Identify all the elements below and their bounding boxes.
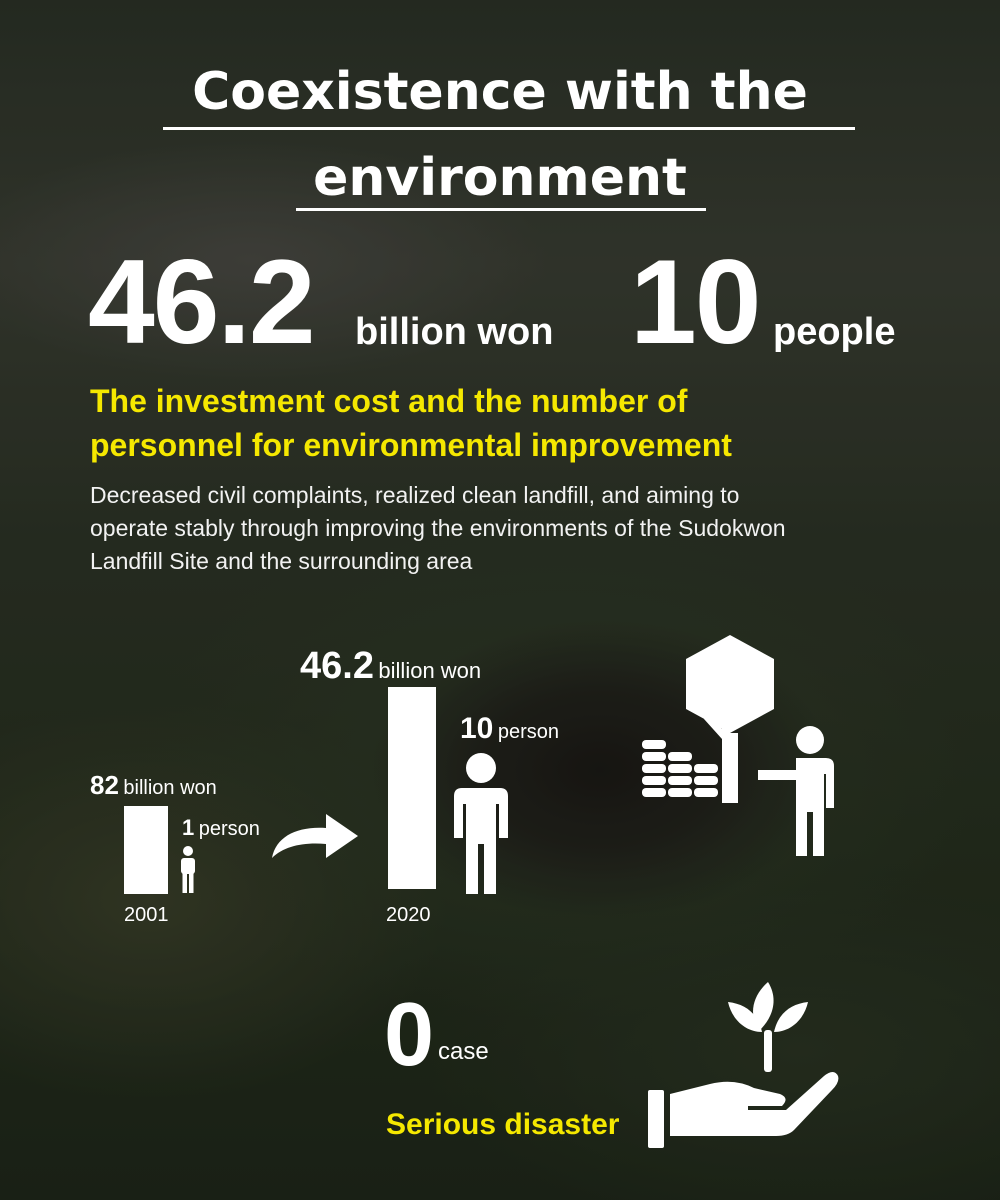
- year-2001: 2001: [124, 904, 169, 926]
- personnel-unit: people: [773, 311, 896, 353]
- amount-2001-label: 82 billion won: [90, 770, 217, 801]
- disaster-count-unit: case: [438, 1038, 489, 1065]
- description-line1: Decreased civil complaints, realized cle…: [90, 482, 740, 508]
- year-2020: 2020: [386, 904, 431, 926]
- bar-2001: [124, 806, 168, 894]
- disaster-label: Serious disaster: [386, 1108, 620, 1141]
- person-pointing-icon: [758, 726, 834, 856]
- page-title-line2: environment: [313, 148, 687, 208]
- coins-icon: [642, 740, 718, 797]
- amount-2020-value: 46.2: [300, 645, 374, 687]
- subtitle-line1: The investment cost and the number of: [90, 383, 688, 419]
- hand-sprout-icon: [648, 982, 839, 1148]
- persons-2020-label: 10 person: [460, 712, 559, 746]
- amount-2020-unit: billion won: [378, 658, 482, 683]
- amount-2001-value: 82: [90, 770, 119, 800]
- page-title-line1: Coexistence with the: [192, 62, 808, 122]
- investment-value: 46.2: [88, 235, 316, 369]
- title-underline-1: [163, 127, 855, 130]
- investment-unit: billion won: [355, 311, 554, 353]
- amount-2001-unit: billion won: [123, 777, 217, 799]
- disaster-count-value: 0: [384, 985, 435, 1085]
- description-line3: Landfill Site and the surrounding area: [90, 548, 473, 574]
- person-icon: [454, 753, 508, 894]
- persons-2020-value: 10: [460, 712, 494, 745]
- subtitle-line2: personnel for environmental improvement: [90, 427, 732, 463]
- amount-2020-label: 46.2 billion won: [300, 645, 481, 688]
- persons-2001-unit: person: [198, 818, 260, 840]
- persons-2001-value: 1: [182, 815, 195, 840]
- arrow-right-icon: [272, 814, 358, 858]
- title-underline-2: [296, 208, 706, 211]
- personnel-value: 10: [630, 235, 761, 369]
- persons-2001-label: 1 person: [182, 815, 260, 841]
- person-icon: [181, 846, 195, 893]
- bar-2020: [388, 687, 436, 889]
- tree-icon: [686, 635, 774, 803]
- description-line2: operate stably through improving the env…: [90, 515, 786, 541]
- persons-2020-unit: person: [497, 721, 559, 743]
